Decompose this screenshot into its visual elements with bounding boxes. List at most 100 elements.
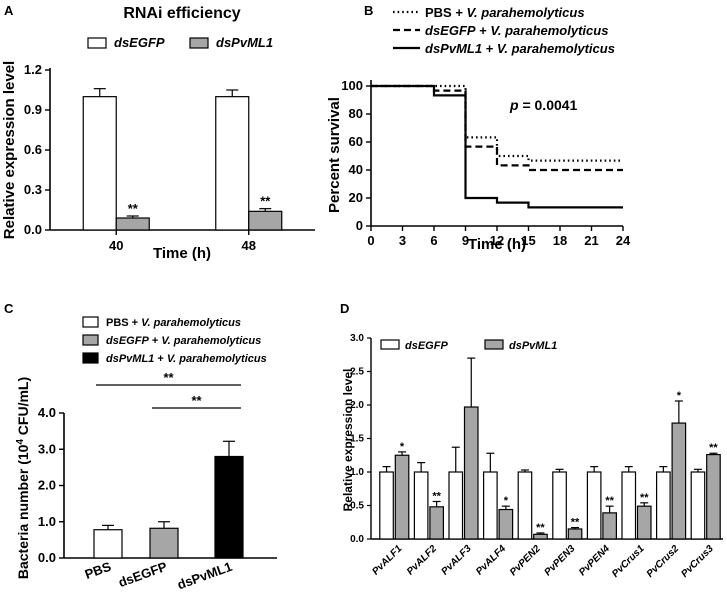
panel-b-legend-label-solid: dsPvML1 + V. parahemolyticus bbox=[425, 41, 615, 56]
panel-b-xlabel: Time (h) bbox=[468, 236, 526, 253]
panel-a-xlabel: Time (h) bbox=[153, 245, 211, 262]
panel-c-ylabel-part: CFU/mL) bbox=[15, 377, 31, 439]
panel-a-bar-dsPvML1-48 bbox=[248, 210, 283, 231]
panel-d-bar-dsPvML1-PvALF1 bbox=[394, 454, 410, 540]
panel-b-ylabel: Percent survival bbox=[326, 97, 343, 213]
panel-d-bar-dsEGFP-PvPEN3 bbox=[552, 471, 567, 540]
panel-b-y-tick-label: 40 bbox=[349, 162, 363, 177]
panel-d-significance: ** bbox=[640, 492, 649, 504]
panel-c-legend-label-2-part: V. parahemolyticus bbox=[167, 353, 267, 365]
panel-c-y-tick-label: 4.0 bbox=[38, 405, 56, 420]
panel-d-bar-dsEGFP-PvPEN4 bbox=[586, 471, 602, 540]
panel-d-bar-dsEGFP-PvCrus3 bbox=[690, 471, 706, 540]
panel-c-significance-label: ** bbox=[163, 370, 174, 385]
panel-d-bar-dsEGFP-PvCrus1 bbox=[621, 471, 637, 540]
panel-b-legend-label-dotted: PBS + V. parahemolyticus bbox=[425, 5, 585, 20]
panel-a-bar-dsEGFP-48 bbox=[215, 96, 250, 231]
panel-a-legend-label-dsEGFP: dsEGFP bbox=[114, 35, 165, 50]
panel-d-bar-dsPvML1-PvCrus2 bbox=[671, 422, 687, 540]
panel-d-significance: * bbox=[677, 390, 682, 402]
panel-d-bar-dsPvML1-PvALF4 bbox=[498, 508, 514, 540]
panel-c-legend-label-1: dsEGFP + V. parahemolyticus bbox=[106, 335, 261, 347]
panel-d-bar-dsEGFP-PvALF1 bbox=[379, 471, 394, 540]
panel-d-bar-dsEGFP-PvALF3 bbox=[448, 471, 464, 540]
panel-d-y-tick-label: 2.5 bbox=[350, 367, 364, 378]
panel-c-bar-dsEGFP bbox=[149, 527, 179, 559]
panel-d-y-tick-label: 1.5 bbox=[350, 434, 364, 445]
panel-d-significance: * bbox=[504, 495, 509, 507]
panel-b-y-tick-label: 20 bbox=[349, 190, 363, 205]
panel-d-bar-dsPvML1-PvALF3 bbox=[463, 406, 479, 540]
panel-d-bar-dsEGFP-PvALF4 bbox=[483, 471, 498, 540]
panel-c-y-tick-label: 3.0 bbox=[38, 441, 56, 456]
panel-a-title: RNAi efficiency bbox=[123, 5, 240, 22]
panel-b-legend-label-solid-part: V. parahemolyticus bbox=[497, 41, 615, 56]
panel-b-y-tick-label: 80 bbox=[349, 106, 363, 121]
panel-b-legend-label-dashed-part: V. parahemolyticus bbox=[490, 23, 608, 38]
panel-b-legend-label-solid-part: + bbox=[482, 41, 497, 56]
panel-c-legend-label-1-part: dsEGFP bbox=[106, 335, 149, 347]
panel-letter-d: D bbox=[340, 301, 349, 316]
panel-b-p-value-part: = 0.0041 bbox=[522, 97, 577, 113]
panel-d-y-tick-label: 3.0 bbox=[350, 333, 364, 344]
panel-d-significance: ** bbox=[571, 517, 580, 529]
panel-b-x-tick-label: 18 bbox=[553, 233, 567, 248]
panel-d-x-tick-label: PvCrus3 bbox=[679, 543, 716, 580]
panel-c-y-tick-label: 2.0 bbox=[38, 478, 56, 493]
panel-d-legend-swatch-dsPvML1 bbox=[484, 339, 504, 350]
panel-d-x-tick-label: PvPEN3 bbox=[543, 543, 578, 578]
panel-c-legend-swatch-1 bbox=[82, 334, 99, 346]
panel-c-bar-dsPvML1 bbox=[214, 455, 244, 559]
panel-d-bar-dsEGFP-PvCrus2 bbox=[655, 471, 671, 540]
panel-b-y-tick-label: 100 bbox=[341, 78, 363, 93]
panel-b-survival-curve-dashed bbox=[371, 84, 623, 172]
panel-b-legend-label-dotted-part: PBS + bbox=[425, 5, 467, 20]
panel-a-ylabel: Relative expression level bbox=[1, 61, 18, 239]
panel-c-y-tick-label: 0.0 bbox=[38, 550, 56, 565]
panel-d-bar-dsPvML1-PvALF2 bbox=[429, 506, 444, 540]
panel-d-significance: * bbox=[400, 441, 405, 453]
panel-c-legend-swatch-2 bbox=[82, 352, 99, 364]
panel-d-significance: ** bbox=[536, 522, 545, 534]
panel-c-ylabel: Bacteria number (104 CFU/mL) bbox=[15, 377, 32, 579]
panel-d-x-tick-label: PvALF2 bbox=[405, 543, 439, 577]
panel-c-x-tick-label: dsPvML1 bbox=[175, 559, 234, 593]
panel-b-y-tick-label: 60 bbox=[349, 134, 363, 149]
panel-letter-a: A bbox=[4, 3, 14, 18]
panel-d-bar-dsEGFP-PvALF2 bbox=[413, 471, 429, 540]
panel-c-legend-label-2-part: + bbox=[154, 353, 167, 365]
panel-c-ylabel-part: 4 bbox=[15, 439, 26, 445]
panel-a-significance: ** bbox=[260, 194, 271, 209]
panel-b-legend-label-dashed-part: + bbox=[476, 23, 491, 38]
panel-d-x-tick-label: PvCrus2 bbox=[645, 543, 682, 580]
panel-d-ylabel: Relative expression level bbox=[341, 369, 355, 512]
panel-d-bar-dsPvML1-PvPEN2 bbox=[533, 533, 548, 540]
panel-d-significance: ** bbox=[605, 495, 614, 507]
panel-a-bar-dsEGFP-40 bbox=[82, 96, 117, 231]
panel-c-legend-label-0: PBS + V. parahemolyticus bbox=[106, 317, 241, 329]
panel-c-legend-swatch-0 bbox=[82, 316, 99, 328]
panel-d-bar-dsPvML1-PvPEN4 bbox=[602, 512, 618, 540]
panel-a-x-tick-label: 48 bbox=[242, 238, 256, 253]
panel-a-significance: ** bbox=[128, 201, 139, 216]
panel-c-bar-PBS bbox=[93, 529, 123, 559]
panel-d-y-tick-label: 1.0 bbox=[350, 467, 364, 478]
panel-b-legend-label-solid-part: dsPvML1 bbox=[425, 41, 482, 56]
panel-d-legend-label-dsPvML1: dsPvML1 bbox=[509, 340, 557, 352]
panel-b-legend-label-dotted-part: V. parahemolyticus bbox=[467, 5, 585, 20]
panel-d-x-tick-label: PvCrus1 bbox=[610, 543, 647, 580]
panel-a-legend-label-dsPvML1: dsPvML1 bbox=[216, 35, 273, 50]
panel-d-legend-swatch-dsEGFP bbox=[380, 339, 400, 350]
panel-b-legend-label-dashed-part: dsEGFP bbox=[425, 23, 476, 38]
panel-d-y-tick-label: 2.0 bbox=[350, 400, 364, 411]
panel-b-x-tick-label: 12 bbox=[490, 233, 504, 248]
panel-d-legend-label-dsEGFP: dsEGFP bbox=[405, 340, 448, 352]
panel-b-x-tick-label: 15 bbox=[521, 233, 535, 248]
panel-c-legend-label-0-part: PBS + bbox=[106, 317, 141, 329]
panel-d-bar-dsPvML1-PvCrus1 bbox=[636, 505, 652, 540]
panel-b-x-tick-label: 3 bbox=[399, 233, 406, 248]
panel-c-legend-label-0-part: V. parahemolyticus bbox=[141, 317, 241, 329]
panel-a-y-tick-label: 0.9 bbox=[24, 102, 42, 117]
panel-d-x-tick-label: PvALF4 bbox=[474, 543, 508, 577]
